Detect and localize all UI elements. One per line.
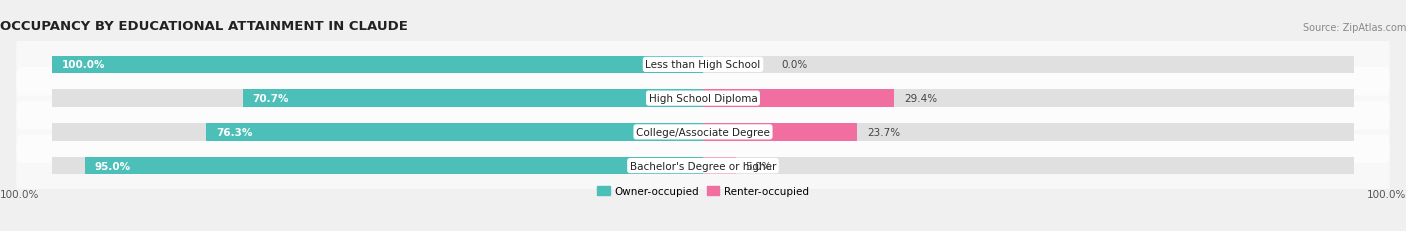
Text: 100.0%: 100.0% — [0, 189, 39, 199]
Text: 100.0%: 100.0% — [1367, 189, 1406, 199]
Bar — [703, 90, 1354, 107]
Legend: Owner-occupied, Renter-occupied: Owner-occupied, Renter-occupied — [598, 186, 808, 196]
Bar — [703, 124, 1354, 141]
Bar — [243, 90, 703, 107]
Bar — [52, 90, 703, 107]
Text: Bachelor's Degree or higher: Bachelor's Degree or higher — [630, 161, 776, 171]
Text: College/Associate Degree: College/Associate Degree — [636, 127, 770, 137]
Bar — [207, 124, 703, 141]
Bar — [703, 157, 1354, 175]
Bar — [84, 157, 703, 175]
Text: 5.0%: 5.0% — [745, 161, 772, 171]
Bar — [52, 124, 703, 141]
FancyBboxPatch shape — [17, 135, 1389, 197]
Bar — [52, 157, 703, 175]
FancyBboxPatch shape — [17, 68, 1389, 130]
Text: Less than High School: Less than High School — [645, 60, 761, 70]
Bar — [703, 90, 894, 107]
Text: 0.0%: 0.0% — [782, 60, 807, 70]
Text: Source: ZipAtlas.com: Source: ZipAtlas.com — [1302, 23, 1406, 33]
Text: 95.0%: 95.0% — [94, 161, 131, 171]
Bar — [703, 56, 1354, 74]
FancyBboxPatch shape — [17, 101, 1389, 163]
Text: 76.3%: 76.3% — [217, 127, 253, 137]
Bar — [52, 56, 703, 74]
Text: OCCUPANCY BY EDUCATIONAL ATTAINMENT IN CLAUDE: OCCUPANCY BY EDUCATIONAL ATTAINMENT IN C… — [0, 20, 408, 33]
Text: High School Diploma: High School Diploma — [648, 94, 758, 104]
FancyBboxPatch shape — [17, 34, 1389, 96]
Text: 70.7%: 70.7% — [253, 94, 290, 104]
Bar — [703, 157, 735, 175]
Text: 100.0%: 100.0% — [62, 60, 105, 70]
Text: 29.4%: 29.4% — [904, 94, 938, 104]
Bar — [703, 124, 858, 141]
Bar — [52, 56, 703, 74]
Text: 23.7%: 23.7% — [868, 127, 900, 137]
